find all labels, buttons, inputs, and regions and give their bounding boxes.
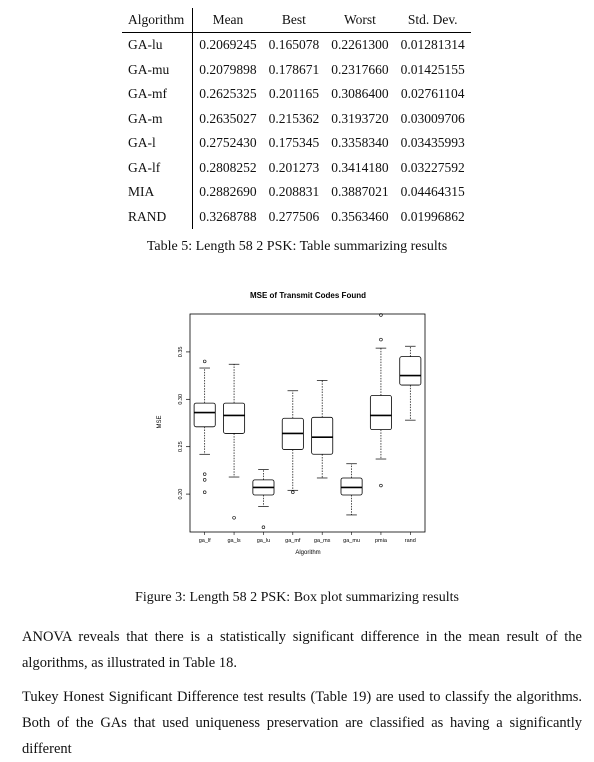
box-plot-chart: MSE of Transmit Codes Found Algorithm MS… xyxy=(150,282,450,572)
algorithm-cell: GA-lu xyxy=(122,33,193,58)
value-cell: 0.2752430 xyxy=(193,131,263,156)
box-body xyxy=(194,403,215,427)
value-cell: 0.2261300 xyxy=(325,33,394,58)
outlier-point xyxy=(291,491,294,494)
paragraph: Tukey Honest Significant Difference test… xyxy=(22,684,582,762)
x-axis-label: Algorithm xyxy=(295,550,320,556)
value-cell: 0.277506 xyxy=(263,205,326,230)
box-body xyxy=(312,417,333,454)
value-cell: 0.03009706 xyxy=(395,107,471,132)
x-tick-label: rand xyxy=(405,538,416,544)
table-row: MIA 0.2882690 0.208831 0.3887021 0.04464315 xyxy=(122,180,471,205)
outlier-point xyxy=(203,478,206,481)
value-cell: 0.201165 xyxy=(263,82,326,107)
table-row: GA-mf 0.2625325 0.201165 0.3086400 0.0276110… xyxy=(122,82,471,107)
algorithm-cell: GA-l xyxy=(122,131,193,156)
value-cell: 0.01425155 xyxy=(395,58,471,83)
value-cell: 0.3414180 xyxy=(325,156,394,181)
box-body xyxy=(223,403,244,433)
table-caption: Table 5: Length 58 2 PSK: Table summariz… xyxy=(0,239,594,255)
value-cell: 0.3086400 xyxy=(325,82,394,107)
value-cell: 0.02761104 xyxy=(395,82,471,107)
column-header: Mean xyxy=(193,8,263,33)
algorithm-cell: GA-mf xyxy=(122,82,193,107)
outlier-point xyxy=(203,473,206,476)
table-row: RAND 0.3268788 0.277506 0.3563460 0.01996862 xyxy=(122,205,471,230)
x-tick-label: ga_ms xyxy=(314,538,331,544)
algorithm-cell: GA-m xyxy=(122,107,193,132)
value-cell: 0.208831 xyxy=(263,180,326,205)
column-header: Std. Dev. xyxy=(395,8,471,33)
value-cell: 0.3268788 xyxy=(193,205,263,230)
chart-title: MSE of Transmit Codes Found xyxy=(250,291,366,300)
value-cell: 0.01281314 xyxy=(395,33,471,58)
value-cell: 0.2079898 xyxy=(193,58,263,83)
box-body xyxy=(400,357,421,385)
outlier-point xyxy=(380,338,383,341)
box-body xyxy=(370,396,391,430)
value-cell: 0.3193720 xyxy=(325,107,394,132)
value-cell: 0.3887021 xyxy=(325,180,394,205)
paragraph: ANOVA reveals that there is a statistica… xyxy=(22,624,582,676)
results-table: Algorithm Mean Best Worst Std. Dev. GA-l… xyxy=(122,8,471,229)
column-header: Worst xyxy=(325,8,394,33)
y-tick-label: 0.35 xyxy=(178,347,184,358)
outlier-point xyxy=(203,360,206,363)
table-row: GA-mu 0.2079898 0.178671 0.2317660 0.0142515… xyxy=(122,58,471,83)
outlier-point xyxy=(262,526,265,529)
x-tick-label: ga_lf xyxy=(199,538,211,544)
value-cell: 0.03227592 xyxy=(395,156,471,181)
figure-caption: Figure 3: Length 58 2 PSK: Box plot summ… xyxy=(0,590,594,606)
box-body xyxy=(341,478,362,495)
value-cell: 0.175345 xyxy=(263,131,326,156)
algorithm-cell: RAND xyxy=(122,205,193,230)
column-header: Algorithm xyxy=(122,8,193,33)
y-tick-label: 0.25 xyxy=(178,441,184,452)
value-cell: 0.215362 xyxy=(263,107,326,132)
x-tick-label: ga_lu xyxy=(257,538,270,544)
value-cell: 0.2069245 xyxy=(193,33,263,58)
y-tick-label: 0.30 xyxy=(178,394,184,405)
outlier-point xyxy=(203,491,206,494)
y-tick-label: 0.20 xyxy=(178,489,184,500)
value-cell: 0.2625325 xyxy=(193,82,263,107)
value-cell: 0.201273 xyxy=(263,156,326,181)
table-row: GA-lf 0.2808252 0.201273 0.3414180 0.0322759… xyxy=(122,156,471,181)
x-tick-label: ga_mf xyxy=(285,538,301,544)
value-cell: 0.178671 xyxy=(263,58,326,83)
value-cell: 0.3358340 xyxy=(325,131,394,156)
value-cell: 0.04464315 xyxy=(395,180,471,205)
table-row: GA-lu 0.2069245 0.165078 0.2261300 0.0128131… xyxy=(122,33,471,58)
value-cell: 0.2317660 xyxy=(325,58,394,83)
column-header: Best xyxy=(263,8,326,33)
value-cell: 0.2808252 xyxy=(193,156,263,181)
x-tick-label: ga_ls xyxy=(227,538,240,544)
algorithm-cell: MIA xyxy=(122,180,193,205)
value-cell: 0.3563460 xyxy=(325,205,394,230)
algorithm-cell: GA-mu xyxy=(122,58,193,83)
y-axis-label: MSE xyxy=(157,415,163,428)
x-tick-label: pmia xyxy=(375,538,388,544)
outlier-point xyxy=(233,516,236,519)
value-cell: 0.2635027 xyxy=(193,107,263,132)
value-cell: 0.2882690 xyxy=(193,180,263,205)
table-row: GA-l 0.2752430 0.175345 0.3358340 0.03435993 xyxy=(122,131,471,156)
box-plot-figure: MSE of Transmit Codes Found Algorithm MS… xyxy=(150,282,450,572)
algorithm-cell: GA-lf xyxy=(122,156,193,181)
table-row: GA-m 0.2635027 0.215362 0.3193720 0.03009706 xyxy=(122,107,471,132)
x-tick-label: ga_mu xyxy=(343,538,360,544)
value-cell: 0.01996862 xyxy=(395,205,471,230)
outlier-point xyxy=(380,484,383,487)
value-cell: 0.165078 xyxy=(263,33,326,58)
value-cell: 0.03435993 xyxy=(395,131,471,156)
table-header-row: Algorithm Mean Best Worst Std. Dev. xyxy=(122,8,471,33)
